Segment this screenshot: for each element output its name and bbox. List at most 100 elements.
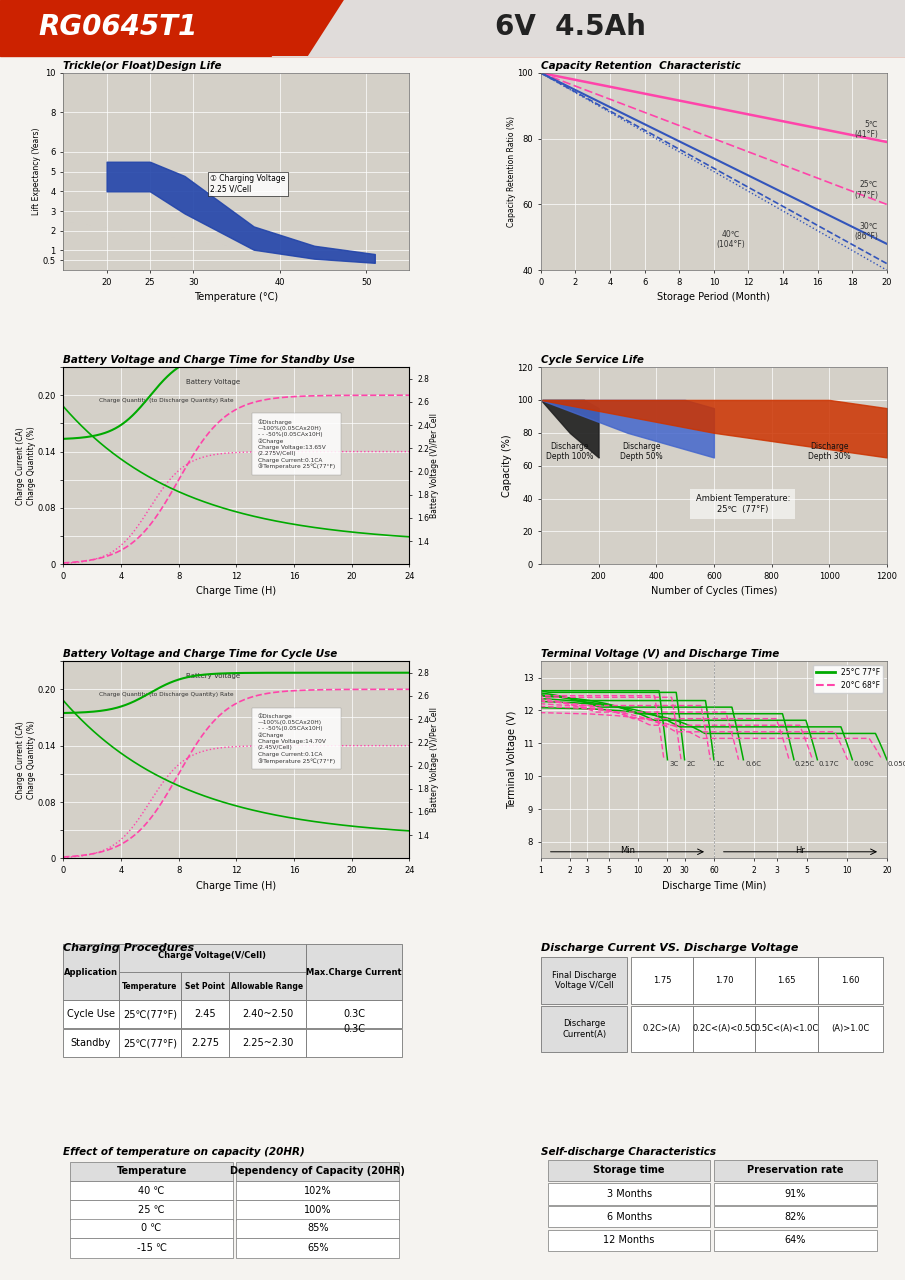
Text: Temperature: Temperature [122,982,177,991]
FancyBboxPatch shape [63,1001,119,1028]
Text: Standby: Standby [71,1038,111,1048]
FancyBboxPatch shape [71,1181,233,1201]
Text: 0.05C: 0.05C [888,762,905,768]
FancyBboxPatch shape [306,1001,403,1028]
Text: Discharge
Current(A): Discharge Current(A) [562,1019,606,1038]
FancyBboxPatch shape [548,1183,710,1204]
Text: 40℃
(104°F): 40℃ (104°F) [717,230,746,250]
Y-axis label: Charge Current (CA)
Charge Quantity (%): Charge Current (CA) Charge Quantity (%) [16,426,36,506]
FancyBboxPatch shape [181,1001,230,1028]
Text: 1.70: 1.70 [715,975,734,986]
Text: Set Point: Set Point [186,982,225,991]
Text: Preservation rate: Preservation rate [747,1165,843,1175]
X-axis label: Charge Time (H): Charge Time (H) [196,586,276,596]
FancyBboxPatch shape [119,973,181,1001]
Text: Application: Application [64,968,118,977]
Text: 1.75: 1.75 [653,975,672,986]
Text: Battery Voltage: Battery Voltage [186,673,240,678]
FancyBboxPatch shape [631,957,693,1004]
Text: Discharge Current VS. Discharge Voltage: Discharge Current VS. Discharge Voltage [541,943,798,954]
Text: Charge Quantity (to Discharge Quantity) Rate: Charge Quantity (to Discharge Quantity) … [100,692,234,698]
FancyBboxPatch shape [714,1160,877,1181]
Text: 0.2C<(A)<0.5C: 0.2C<(A)<0.5C [692,1024,757,1033]
Text: Discharge
Depth 30%: Discharge Depth 30% [808,442,851,461]
FancyBboxPatch shape [63,945,119,1001]
FancyBboxPatch shape [71,1162,233,1181]
Text: -15 ℃: -15 ℃ [137,1243,167,1253]
FancyBboxPatch shape [714,1206,877,1228]
Text: Discharge
Depth 50%: Discharge Depth 50% [621,442,663,461]
Text: 30℃
(86°F): 30℃ (86°F) [854,221,878,241]
Y-axis label: Terminal Voltage (V): Terminal Voltage (V) [507,710,517,809]
Text: 2.45: 2.45 [195,1010,216,1019]
Text: Allowable Range: Allowable Range [232,982,303,991]
Text: 1.65: 1.65 [777,975,795,986]
Y-axis label: Lift Expectancy (Years): Lift Expectancy (Years) [33,128,42,215]
Text: Hr: Hr [795,846,805,855]
Text: 3 Months: 3 Months [606,1189,652,1199]
Text: Cycle Service Life: Cycle Service Life [541,355,643,365]
Text: 3C: 3C [669,762,679,768]
Legend: 25°C 77°F, 20°C 68°F: 25°C 77°F, 20°C 68°F [813,664,883,692]
X-axis label: Charge Time (H): Charge Time (H) [196,881,276,891]
Text: 82%: 82% [785,1212,806,1221]
Text: 1.60: 1.60 [842,975,860,986]
FancyBboxPatch shape [236,1201,399,1220]
Text: 65%: 65% [307,1243,329,1253]
Text: 1C: 1C [716,762,725,768]
Text: Trickle(or Float)Design Life: Trickle(or Float)Design Life [63,60,222,70]
FancyBboxPatch shape [756,1006,818,1052]
Text: Discharge
Depth 100%: Discharge Depth 100% [546,442,594,461]
FancyBboxPatch shape [306,1029,403,1057]
Text: Ambient Temperature:
25℃  (77°F): Ambient Temperature: 25℃ (77°F) [696,494,790,513]
Text: ①Discharge
—100%(0.05CAx20H)
- - -50%(0.05CAx10H)
②Charge
Charge Voltage:14.70V
: ①Discharge —100%(0.05CAx20H) - - -50%(0.… [258,713,335,764]
FancyBboxPatch shape [548,1206,710,1228]
Text: Cycle Use: Cycle Use [67,1010,115,1019]
FancyBboxPatch shape [63,1029,119,1057]
FancyBboxPatch shape [181,1029,230,1057]
Text: 0 ℃: 0 ℃ [141,1224,162,1234]
Bar [272,0,905,56]
FancyBboxPatch shape [306,945,403,1001]
Text: Battery Voltage and Charge Time for Standby Use: Battery Voltage and Charge Time for Stan… [63,355,355,365]
FancyBboxPatch shape [714,1230,877,1251]
Text: 102%: 102% [304,1185,331,1196]
FancyBboxPatch shape [818,1006,883,1052]
FancyBboxPatch shape [818,957,883,1004]
Y-axis label: Battery Voltage (V)/Per Cell: Battery Voltage (V)/Per Cell [431,413,440,518]
Text: Charging Procedures: Charging Procedures [63,943,195,954]
Text: Dependency of Capacity (20HR): Dependency of Capacity (20HR) [230,1166,405,1176]
Text: 64%: 64% [785,1235,805,1245]
Text: 25℃(77°F): 25℃(77°F) [123,1010,176,1019]
Y-axis label: Battery Voltage (V)/Per Cell: Battery Voltage (V)/Per Cell [431,708,440,813]
Text: 12 Months: 12 Months [604,1235,655,1245]
Text: 5℃
(41°F): 5℃ (41°F) [854,119,878,140]
Text: 0.3C: 0.3C [343,1024,365,1034]
Text: 2.40~2.50: 2.40~2.50 [242,1010,293,1019]
X-axis label: Number of Cycles (Times): Number of Cycles (Times) [651,586,777,596]
Text: 91%: 91% [785,1189,805,1199]
FancyBboxPatch shape [541,957,627,1004]
Polygon shape [244,0,344,56]
FancyBboxPatch shape [230,1001,306,1028]
Text: Temperature: Temperature [117,1166,186,1176]
Text: 2.25~2.30: 2.25~2.30 [242,1038,293,1048]
Text: Battery Voltage: Battery Voltage [186,379,240,385]
Text: 0.6C: 0.6C [745,762,761,768]
Text: Terminal Voltage (V) and Discharge Time: Terminal Voltage (V) and Discharge Time [541,649,779,659]
Text: 0.2C>(A): 0.2C>(A) [643,1024,681,1033]
Text: Final Discharge
Voltage V/Cell: Final Discharge Voltage V/Cell [552,970,616,991]
FancyBboxPatch shape [71,1219,233,1238]
Text: 0.09C: 0.09C [853,762,874,768]
Text: 25℃(77°F): 25℃(77°F) [123,1038,176,1048]
Text: Capacity Retention  Characteristic: Capacity Retention Characteristic [541,60,740,70]
Text: 100%: 100% [304,1206,331,1215]
X-axis label: Storage Period (Month): Storage Period (Month) [657,292,770,302]
FancyBboxPatch shape [714,1183,877,1204]
Text: Storage time: Storage time [594,1165,665,1175]
Text: Self-discharge Characteristics: Self-discharge Characteristics [541,1147,716,1157]
Text: 6V  4.5Ah: 6V 4.5Ah [495,13,645,41]
Text: Charge Quantity (to Discharge Quantity) Rate: Charge Quantity (to Discharge Quantity) … [100,398,234,403]
FancyBboxPatch shape [548,1160,710,1181]
FancyBboxPatch shape [236,1181,399,1201]
